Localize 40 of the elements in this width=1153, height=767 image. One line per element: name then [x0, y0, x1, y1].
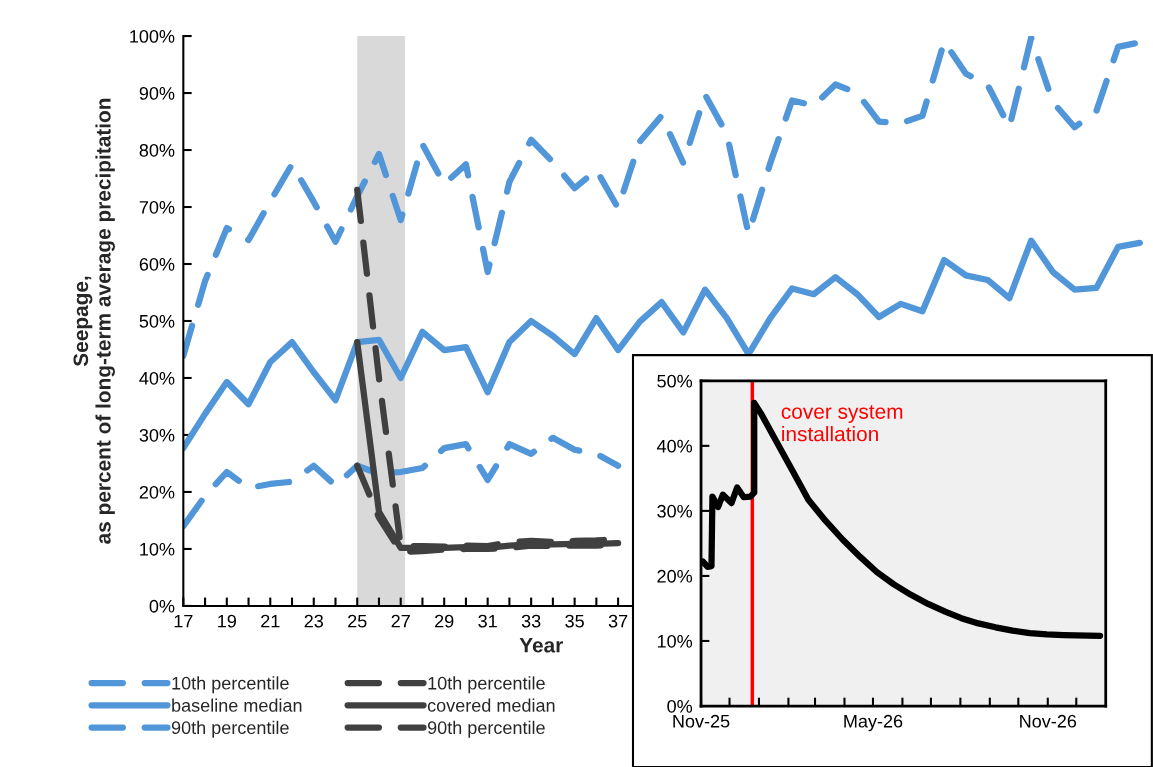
x-tick-label: Nov-25	[673, 714, 730, 728]
legend-label: 90th percentile	[171, 720, 289, 738]
x-tick-label: 29	[435, 614, 454, 628]
y-tick-label: 10%	[140, 542, 175, 556]
y-tick-label: 50%	[657, 374, 693, 388]
y-tick-label: 50%	[139, 314, 175, 328]
legend-label: baseline median	[172, 698, 302, 712]
y-tick-label: 30%	[139, 428, 175, 442]
ref-line-label: cover system installation	[781, 405, 903, 442]
x-tick-label: 21	[261, 614, 280, 628]
x-tick-label: 27	[391, 614, 410, 628]
y-tick-label: 80%	[139, 143, 175, 157]
y-tick-label: 0%	[667, 699, 693, 713]
y-tick-label: 70%	[139, 200, 175, 214]
legend-label: covered median	[427, 698, 555, 712]
x-tick-label: 19	[218, 614, 236, 628]
legend-label: 10th percentile	[428, 676, 545, 694]
y-tick-label: 40%	[139, 371, 175, 385]
y-tick-label: 90%	[139, 86, 175, 100]
y-tick-label: 20%	[657, 569, 693, 583]
x-tick-label: Nov-26	[1020, 714, 1077, 728]
y-tick-label: 40%	[656, 439, 693, 453]
x-tick-label: 17	[174, 614, 193, 628]
x-tick-label: May-26	[844, 714, 903, 732]
legend-label: 90th percentile	[427, 720, 545, 738]
x-tick-label: 33	[521, 614, 541, 628]
x-axis-title: Year	[519, 638, 563, 653]
y-tick-label: 100%	[130, 29, 175, 43]
x-tick-label: 31	[478, 614, 497, 628]
x-tick-label: 25	[348, 614, 367, 628]
y-tick-label: 0%	[149, 599, 175, 613]
x-tick-label: 37	[608, 614, 628, 628]
y-tick-label: 20%	[139, 485, 175, 499]
y-tick-label: 60%	[139, 257, 175, 271]
y-tick-label: 30%	[657, 504, 693, 518]
y-axis-title: Seepage, as percent of long-term average precipitation	[73, 98, 115, 544]
y-tick-label: 10%	[657, 634, 693, 648]
legend-label: 10th percentile	[172, 676, 289, 694]
x-tick-label: 35	[565, 614, 584, 628]
x-tick-label: 23	[304, 614, 324, 628]
